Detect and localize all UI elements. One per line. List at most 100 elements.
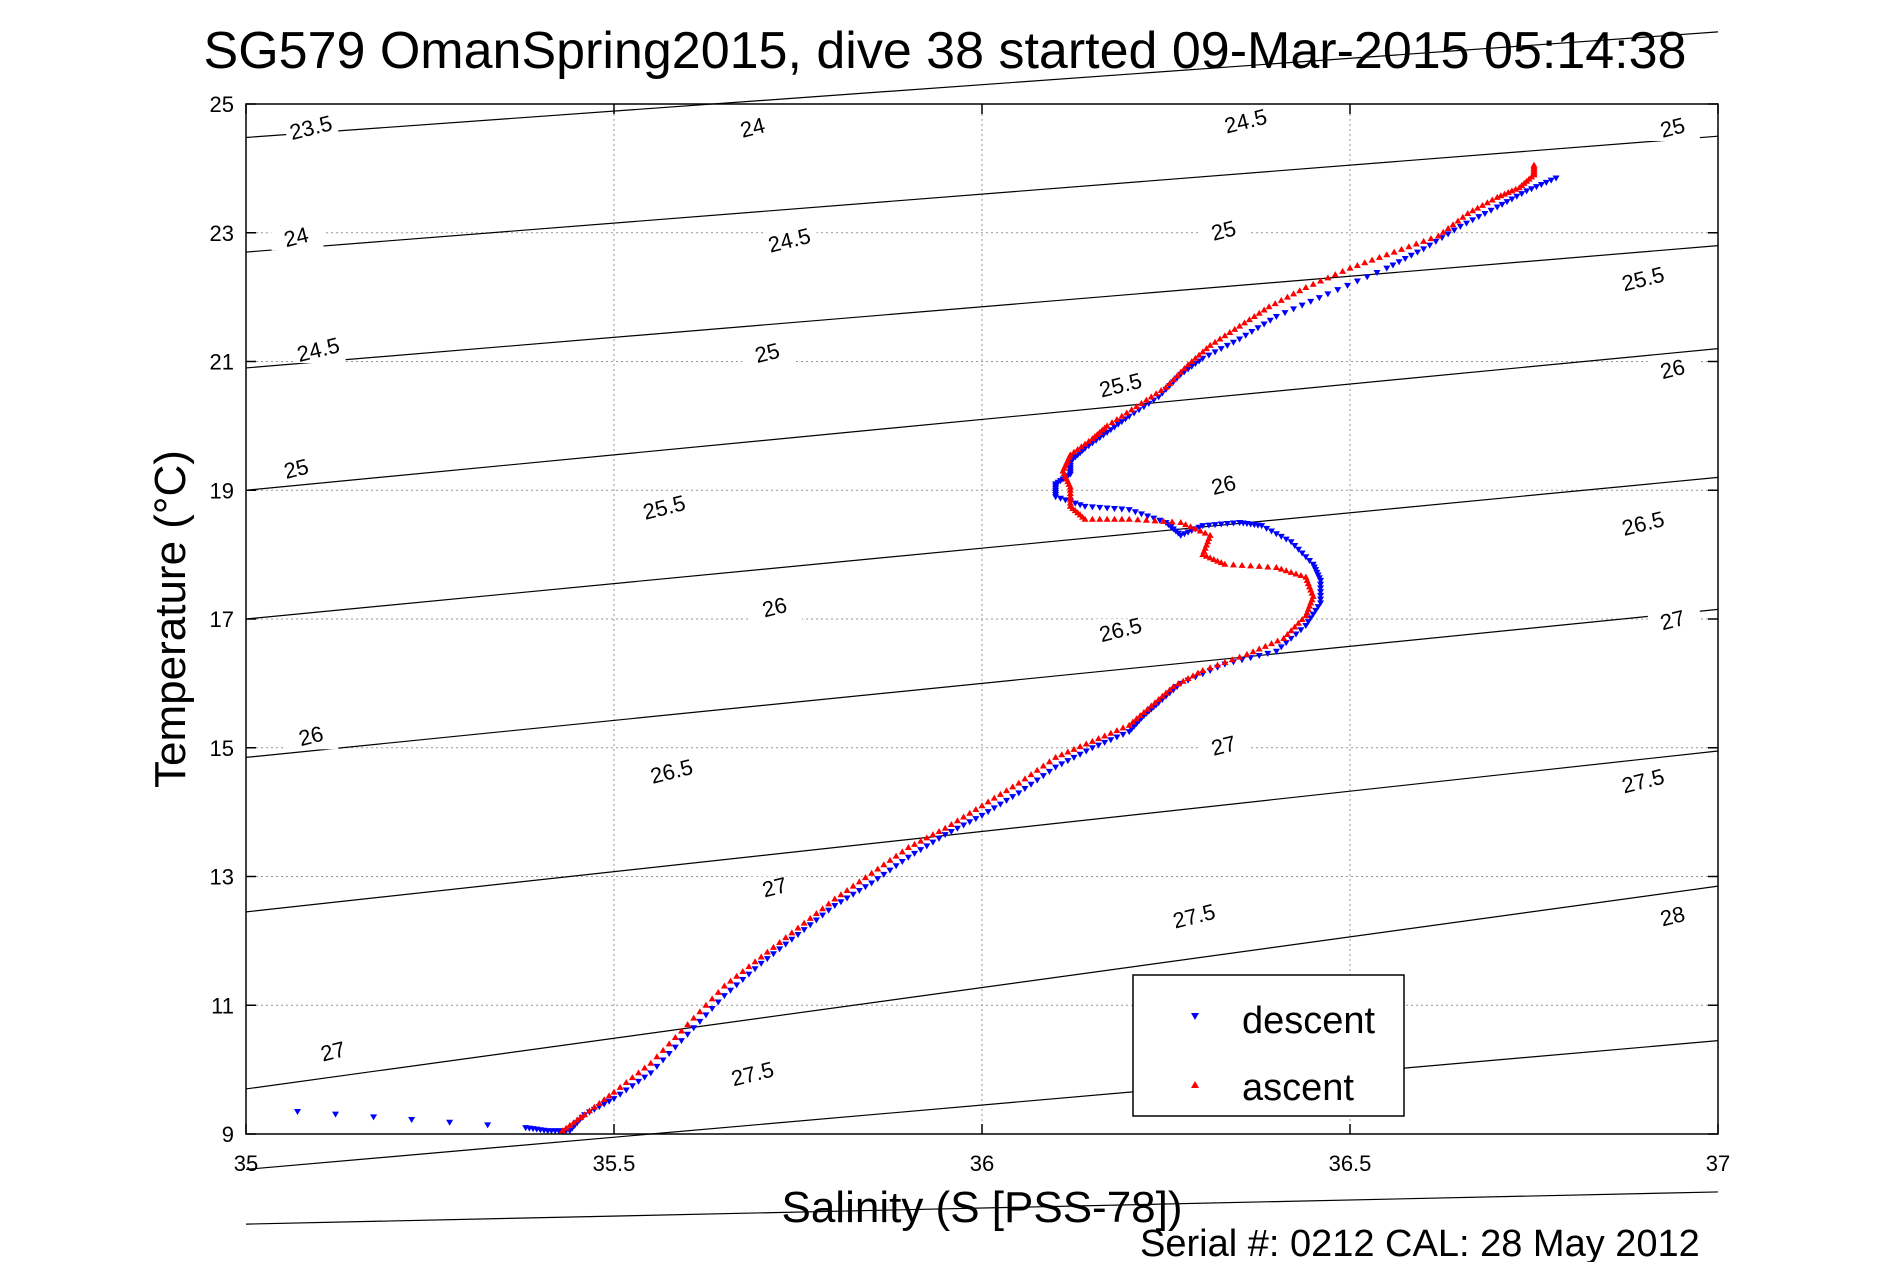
ascent-point bbox=[1066, 493, 1074, 500]
ascent-point bbox=[610, 1088, 618, 1095]
descent-point bbox=[1267, 528, 1275, 535]
descent-point bbox=[1304, 619, 1312, 626]
ascent-point bbox=[1199, 348, 1207, 355]
ascent-point bbox=[776, 938, 784, 945]
ascent-point bbox=[984, 798, 992, 805]
ascent-point bbox=[917, 837, 925, 844]
ascent-point bbox=[1283, 631, 1291, 638]
descent-point bbox=[1513, 193, 1521, 200]
ascent-point bbox=[1058, 751, 1066, 758]
ascent-point bbox=[590, 1103, 598, 1110]
descent-point bbox=[605, 1098, 613, 1105]
ascent-point bbox=[794, 924, 802, 931]
ascent-point bbox=[1368, 256, 1376, 263]
ascent-point bbox=[671, 1033, 679, 1040]
descent-point bbox=[757, 960, 765, 967]
ascent-point bbox=[1096, 515, 1104, 522]
descent-point bbox=[1353, 278, 1361, 285]
ascent-point bbox=[1216, 335, 1224, 342]
descent-point bbox=[788, 936, 796, 943]
ascent-point bbox=[1070, 745, 1078, 752]
descent-point bbox=[953, 825, 961, 832]
contour-line-27-5 bbox=[245, 1040, 1719, 1171]
ascent-point bbox=[573, 1116, 581, 1123]
ascent-point bbox=[843, 886, 851, 893]
ascent-point bbox=[635, 1069, 643, 1076]
contour-label-bg bbox=[639, 496, 692, 521]
descent-point bbox=[868, 880, 876, 887]
ascent-point bbox=[1296, 287, 1304, 294]
descent-point bbox=[1344, 282, 1352, 289]
y-axis-label: Temperature (°C) bbox=[146, 450, 195, 788]
descent-point bbox=[635, 1078, 643, 1085]
y-tick-label: 23 bbox=[210, 221, 234, 246]
descent-point bbox=[628, 1083, 636, 1090]
ascent-point bbox=[1199, 667, 1207, 673]
contour-line-28 bbox=[245, 1191, 1719, 1225]
descent-point bbox=[886, 867, 894, 874]
contour-label-bg bbox=[1647, 358, 1700, 383]
descent-point bbox=[1107, 427, 1115, 434]
x-tick-label: 36 bbox=[970, 1151, 994, 1176]
ascent-point bbox=[849, 882, 857, 889]
ascent-point bbox=[1174, 680, 1182, 687]
descent-point bbox=[874, 876, 882, 883]
ascent-point bbox=[1027, 771, 1035, 778]
ascent-point bbox=[1066, 486, 1074, 493]
contour-label-bg bbox=[749, 876, 802, 901]
ascent-point bbox=[1444, 224, 1452, 231]
ascent-point bbox=[1113, 727, 1121, 734]
ascent-point bbox=[1128, 406, 1136, 413]
descent-point bbox=[1184, 529, 1192, 536]
ascent-point bbox=[1236, 653, 1244, 660]
descent-point bbox=[1508, 196, 1516, 203]
descent-point bbox=[1229, 520, 1237, 527]
ascent-point bbox=[1119, 724, 1127, 731]
ascent-point bbox=[1173, 372, 1181, 379]
ascent-point bbox=[1302, 573, 1310, 580]
descent-point bbox=[1277, 533, 1285, 540]
ascent-point bbox=[1188, 358, 1196, 364]
ascent-point bbox=[953, 817, 961, 824]
descent-point bbox=[1498, 201, 1506, 208]
descent-point bbox=[1287, 635, 1295, 642]
descent-point bbox=[1552, 175, 1560, 182]
ascent-point bbox=[1204, 538, 1212, 545]
descent-point bbox=[1088, 504, 1096, 511]
y-tick-label: 15 bbox=[210, 736, 234, 761]
contour-label-bg bbox=[1647, 116, 1700, 141]
descent-point bbox=[966, 819, 974, 826]
data-series bbox=[294, 161, 1560, 1135]
ascent-point bbox=[616, 1083, 624, 1090]
contour-label-bg bbox=[1647, 905, 1700, 930]
descent-point bbox=[622, 1087, 630, 1094]
ascent-point bbox=[1039, 762, 1047, 769]
descent-point bbox=[1317, 600, 1325, 607]
ascent-point bbox=[1265, 303, 1273, 310]
ascent-point bbox=[1015, 779, 1023, 786]
ascent-point bbox=[1052, 753, 1060, 760]
descent-point bbox=[1248, 328, 1256, 335]
descent-point bbox=[1298, 302, 1306, 309]
y-tick-label: 11 bbox=[211, 993, 234, 1018]
descent-point bbox=[1118, 506, 1126, 513]
ascent-point bbox=[1483, 199, 1491, 206]
ascent-point bbox=[1439, 228, 1447, 235]
descent-point bbox=[1518, 191, 1526, 198]
contour-label-bg bbox=[286, 725, 339, 750]
ascent-point bbox=[1107, 729, 1115, 736]
contour-label: 26 bbox=[1209, 470, 1239, 500]
ascent-point bbox=[782, 934, 790, 941]
ascent-point bbox=[1202, 541, 1210, 548]
ascent-point bbox=[1205, 535, 1213, 542]
ascent-point bbox=[1497, 192, 1505, 199]
ascent-point bbox=[1353, 261, 1361, 268]
ascent-point bbox=[1082, 740, 1090, 747]
ascent-point bbox=[1169, 376, 1177, 383]
ascent-point bbox=[1194, 669, 1202, 676]
ascent-point bbox=[1125, 721, 1133, 728]
descent-point bbox=[776, 946, 784, 953]
descent-point bbox=[935, 835, 943, 842]
descent-point bbox=[1444, 231, 1452, 238]
descent-point bbox=[1223, 342, 1231, 349]
